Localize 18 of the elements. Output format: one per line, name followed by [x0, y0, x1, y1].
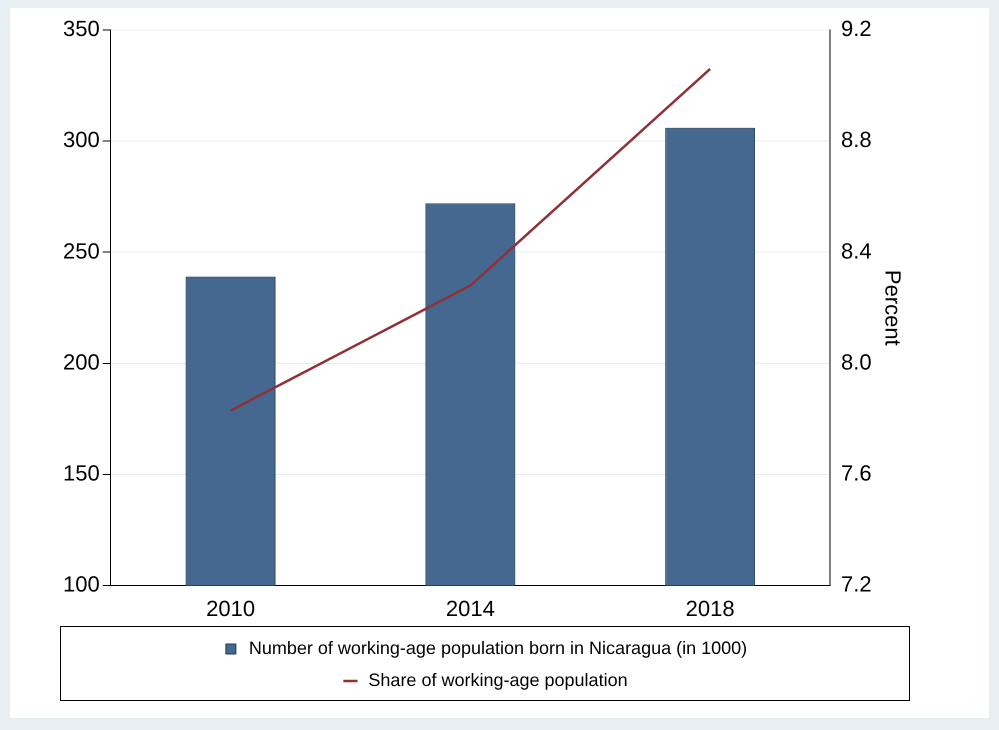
- y-tick-label: 100: [62, 572, 100, 597]
- y-tick-label: 150: [62, 460, 100, 486]
- y2-tick-label: 8.0: [841, 349, 872, 374]
- y-tick-label: 300: [62, 127, 100, 152]
- y-tick-label: 250: [62, 238, 100, 264]
- y2-tick-label: 7.6: [841, 460, 872, 486]
- y-tick-label: 200: [62, 349, 100, 374]
- x-tick-label: 2010: [206, 596, 256, 621]
- y2-tick-label: 9.2: [841, 16, 872, 42]
- x-tick-label: 2018: [686, 596, 735, 621]
- legend-label: Number of working-age population born in Nicaragua (in 1000): [248, 638, 748, 658]
- y2-axis-title: Percent: [880, 270, 906, 346]
- y-tick-label: 350: [62, 16, 100, 42]
- legend-label: Share of working-age population: [368, 670, 628, 690]
- y2-tick-label: 8.4: [841, 238, 872, 264]
- y2-tick-label: 7.2: [841, 572, 872, 597]
- x-tick-label: 2014: [446, 596, 495, 621]
- y2-tick-label: 8.8: [841, 127, 872, 152]
